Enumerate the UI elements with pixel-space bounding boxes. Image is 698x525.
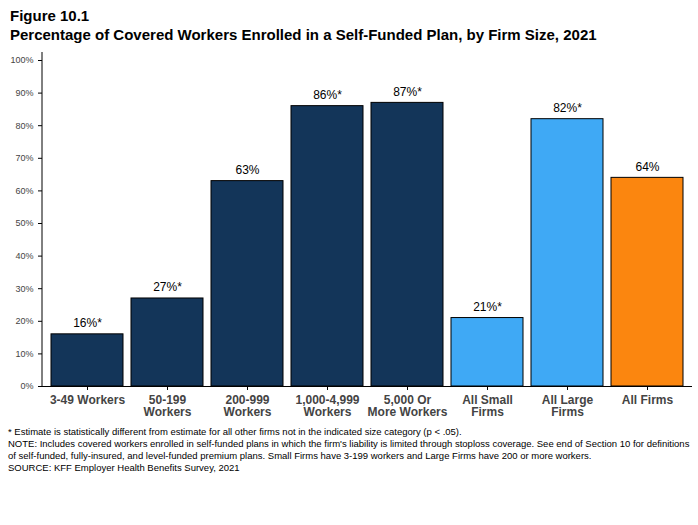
svg-text:All LargeFirms: All LargeFirms xyxy=(542,393,594,419)
svg-text:90%: 90% xyxy=(15,88,33,98)
svg-text:3-49 Workers: 3-49 Workers xyxy=(50,393,125,407)
svg-text:87%*: 87%* xyxy=(393,85,422,99)
svg-text:64%: 64% xyxy=(635,160,659,174)
svg-text:27%*: 27%* xyxy=(153,280,182,294)
svg-text:All SmallFirms: All SmallFirms xyxy=(462,393,513,419)
html-text:* Estimate is statistically di: * Estimate is statistically different fr… xyxy=(8,426,462,437)
svg-text:82%*: 82%* xyxy=(553,101,582,115)
svg-text:30%: 30% xyxy=(15,284,33,294)
svg-text:50-199Workers: 50-199Workers xyxy=(144,393,192,419)
svg-text:200-999Workers: 200-999Workers xyxy=(224,393,272,419)
svg-text:63%: 63% xyxy=(235,163,259,177)
html-text:Percentage of Covered Workers: Percentage of Covered Workers Enrolled i… xyxy=(10,26,597,43)
svg-text:5,000 OrMore Workers: 5,000 OrMore Workers xyxy=(368,393,448,419)
html-text:SOURCE: KFF Employer Health Be: SOURCE: KFF Employer Health Benefits Sur… xyxy=(8,462,240,473)
svg-text:10%: 10% xyxy=(15,349,33,359)
svg-text:16%*: 16%* xyxy=(73,316,102,330)
svg-text:20%: 20% xyxy=(15,316,33,326)
html-text:NOTE: Includes covered workers: NOTE: Includes covered workers enrolled … xyxy=(8,438,690,461)
svg-text:100%: 100% xyxy=(10,55,33,65)
svg-text:40%: 40% xyxy=(15,251,33,261)
svg-text:1,000-4,999Workers: 1,000-4,999Workers xyxy=(295,393,359,419)
svg-text:86%*: 86%* xyxy=(313,88,342,102)
svg-text:50%: 50% xyxy=(15,218,33,228)
svg-text:All Firms: All Firms xyxy=(622,393,674,407)
svg-text:21%*: 21%* xyxy=(473,300,502,314)
html-text:Figure 10.1: Figure 10.1 xyxy=(10,7,90,24)
svg-text:70%: 70% xyxy=(15,153,33,163)
svg-text:0%: 0% xyxy=(20,381,33,391)
svg-text:80%: 80% xyxy=(15,121,33,131)
svg-text:60%: 60% xyxy=(15,186,33,196)
